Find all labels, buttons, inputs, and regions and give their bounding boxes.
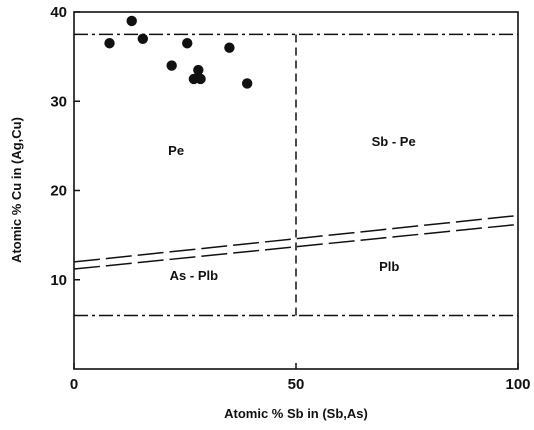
region-labels: Pe Sb - Pe As - Plb Plb bbox=[168, 134, 416, 283]
axis-ticks: 0 50 100 10 20 30 40 bbox=[50, 4, 530, 393]
y-tick-label-2: 30 bbox=[50, 93, 67, 110]
data-point-4 bbox=[182, 38, 193, 49]
region-label-0: Pe bbox=[168, 143, 184, 158]
boundary-line-4 bbox=[73, 223, 519, 270]
region-label-2: As - Plb bbox=[170, 268, 218, 283]
y-tick-label-1: 20 bbox=[50, 183, 67, 200]
data-point-3 bbox=[166, 60, 177, 71]
y-axis-title: Atomic % Cu in (Ag,Cu) bbox=[9, 117, 24, 263]
x-axis-title: Atomic % Sb in (Sb,As) bbox=[224, 406, 368, 421]
data-point-9 bbox=[241, 78, 253, 89]
x-tick-label-0: 0 bbox=[70, 376, 78, 393]
x-tick-label-2: 100 bbox=[505, 376, 530, 393]
y-tick-label-0: 10 bbox=[50, 272, 67, 289]
boundary-lines bbox=[73, 33, 519, 317]
data-point-2 bbox=[137, 33, 149, 44]
data-point-6 bbox=[193, 64, 204, 76]
data-point-0 bbox=[104, 38, 115, 49]
data-point-1 bbox=[126, 15, 137, 27]
data-point-7 bbox=[195, 73, 206, 85]
region-label-1: Sb - Pe bbox=[372, 134, 416, 149]
region-label-3: Plb bbox=[379, 259, 399, 274]
y-tick-label-3: 40 bbox=[50, 4, 67, 21]
data-points bbox=[104, 15, 253, 89]
boundary-line-3 bbox=[73, 214, 519, 263]
data-point-8 bbox=[224, 42, 235, 53]
x-tick-label-1: 50 bbox=[288, 376, 305, 393]
